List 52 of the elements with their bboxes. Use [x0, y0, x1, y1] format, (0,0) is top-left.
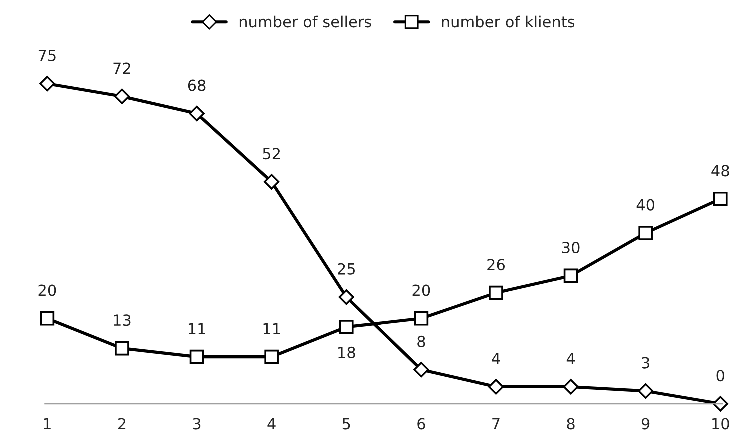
data-label: 11	[264, 323, 280, 334]
point	[264, 350, 279, 364]
point	[338, 290, 354, 306]
point	[115, 341, 130, 356]
point	[564, 268, 578, 284]
data-label: 18	[338, 346, 356, 358]
x-tick-label: 5	[342, 418, 350, 430]
point	[414, 362, 430, 378]
point	[563, 379, 579, 395]
legend-label: number of klients	[442, 16, 575, 28]
x-tick-label: 4	[268, 418, 276, 430]
point	[40, 76, 56, 92]
point	[264, 174, 280, 190]
x-tick-label: 6	[418, 418, 426, 430]
x-tick-label: 9	[642, 418, 650, 430]
data-label: 48	[712, 165, 730, 177]
point	[339, 320, 354, 334]
point	[40, 312, 55, 326]
point	[488, 379, 504, 395]
x-tick-label: 1	[44, 418, 51, 430]
data-label: 3	[642, 357, 650, 369]
x-tick-label: 7	[492, 418, 500, 430]
x-tick-label: 3	[193, 418, 201, 430]
data-label: 8	[418, 336, 426, 348]
data-label: 0	[716, 370, 724, 382]
point	[712, 396, 728, 412]
data-label: 25	[338, 263, 356, 275]
data-label: 4	[492, 353, 500, 364]
data-label: 30	[562, 242, 580, 254]
x-tick-label: 2	[118, 418, 126, 430]
data-label: 26	[488, 259, 505, 271]
legend-label: number of sellers	[240, 16, 372, 28]
data-label: 72	[114, 62, 130, 74]
data-label: 4	[566, 353, 576, 364]
data-label: 13	[114, 314, 131, 326]
point	[638, 226, 653, 240]
data-label: 20	[412, 284, 430, 296]
data-label: 68	[188, 80, 206, 92]
point	[414, 312, 429, 326]
point	[638, 383, 654, 400]
data-label: 11	[188, 323, 206, 334]
data-label: 20	[38, 284, 56, 296]
x-tick-label: 8	[567, 418, 575, 430]
data-label: 52	[263, 148, 280, 160]
x-tick-label: 10	[712, 418, 730, 430]
point	[713, 192, 728, 206]
point	[190, 350, 204, 364]
point	[114, 88, 130, 104]
point	[189, 106, 205, 122]
data-label: 75	[38, 50, 56, 62]
data-label: 40	[636, 199, 655, 211]
point	[489, 286, 504, 300]
